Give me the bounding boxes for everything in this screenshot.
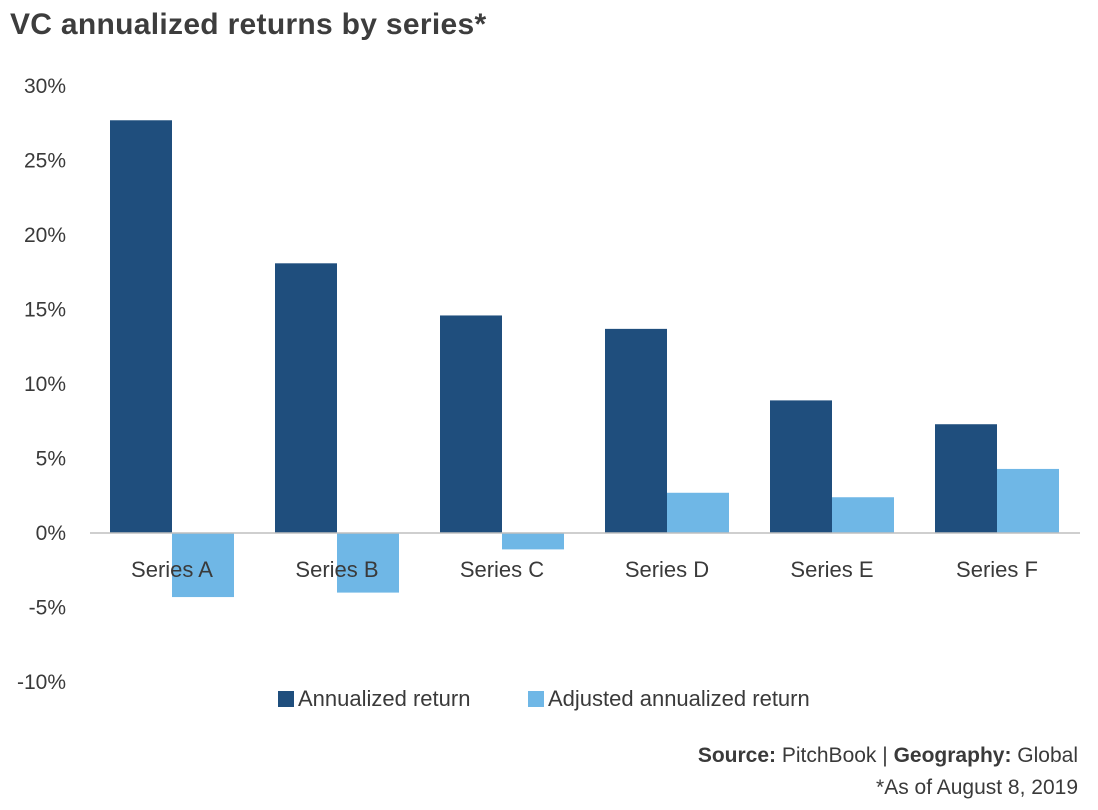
bar-annualized-series-d (605, 328, 667, 533)
y-tick-label: 30% (24, 75, 66, 98)
x-tick-label: Series E (790, 557, 873, 582)
y-tick-label: 25% (24, 150, 66, 173)
bar-chart: 30%25%20%15%10%5%0%-5%-10% Series A Serie… (17, 75, 1080, 711)
source-value: PitchBook (781, 744, 877, 767)
bar-adjusted-series-a (172, 533, 234, 598)
legend-swatch (528, 691, 544, 707)
bar-annualized-series-e (770, 400, 832, 533)
bar-adjusted-series-e (832, 497, 894, 533)
source-note: Source: PitchBook | Geography: Global *A… (698, 740, 1078, 804)
y-tick-label: -10% (17, 671, 66, 694)
x-tick-label: Series F (956, 557, 1038, 582)
geography-label: Geography: (893, 744, 1012, 767)
bar-adjusted-series-f (997, 468, 1059, 533)
y-tick-label: 20% (24, 224, 66, 247)
source-line: Source: PitchBook | Geography: Global (698, 740, 1078, 772)
bars (110, 120, 1059, 598)
y-axis: 30% 25% 20% 15% 10% 5% 0% -5% -10% (17, 75, 66, 694)
bar-adjusted-series-c (502, 533, 564, 550)
geography-value: Global (1017, 744, 1078, 767)
bar-annualized-series-b (275, 263, 337, 533)
y-tick-label: -5% (29, 597, 66, 620)
source-label: Source: (697, 744, 777, 767)
x-tick-label: Series B (295, 557, 378, 582)
x-tick-label: Series C (460, 557, 544, 582)
bar-adjusted-series-b (337, 533, 399, 593)
as-of-note: *As of August 8, 2019 (876, 776, 1078, 799)
y-tick-label: 10% (24, 373, 66, 396)
bar-annualized-series-a (110, 120, 172, 534)
y-tick-label: 15% (24, 299, 66, 322)
bar-adjusted-series-d (667, 492, 729, 533)
x-tick-label: Series A (131, 557, 213, 582)
legend-swatch (278, 691, 294, 707)
bar-annualized-series-c (440, 315, 502, 533)
bar-annualized-series-f (935, 424, 997, 533)
x-axis-labels: Series A Series B Series C Series D Series E… (131, 557, 1038, 582)
x-tick-label: Series D (625, 557, 709, 582)
source-separator: | (882, 744, 888, 767)
legend-label: Annualized return (298, 686, 470, 711)
y-tick-label: 5% (36, 448, 66, 471)
chart-title: VC annualized returns by series* (10, 8, 487, 41)
y-tick-label: 0% (36, 522, 66, 545)
legend: Annualized return Adjusted annualized ret… (278, 686, 810, 711)
legend-label: Adjusted annualized return (548, 686, 810, 711)
